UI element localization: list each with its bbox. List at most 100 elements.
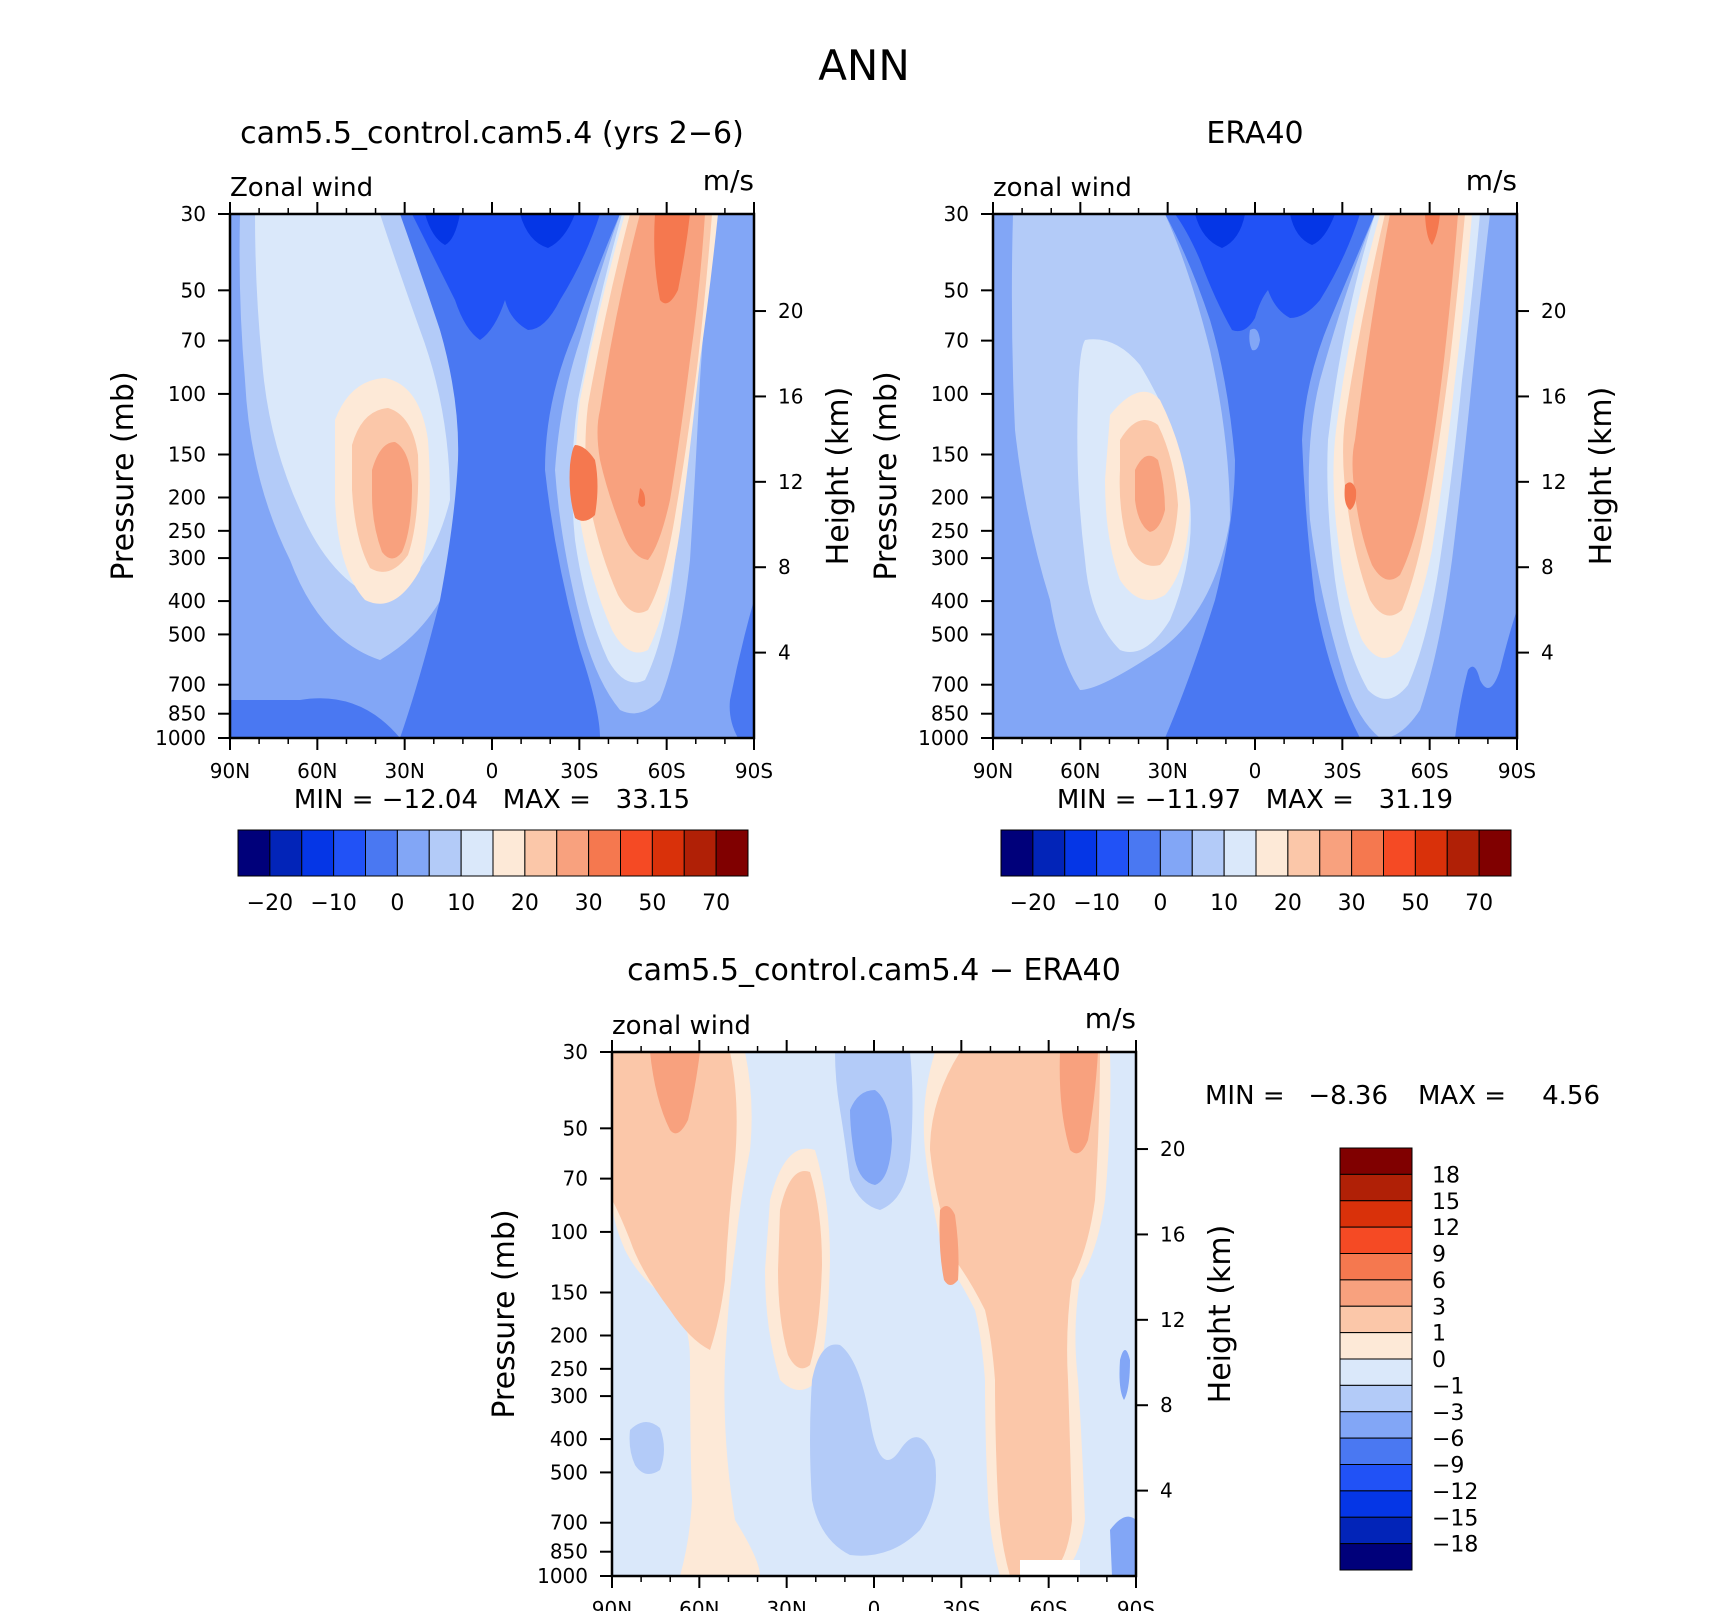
fill-model-polar-sh (729, 600, 754, 738)
y-tick-label: 700 (168, 673, 206, 697)
colorbar-label: 50 (638, 891, 666, 916)
x-tick-label: 90S (735, 759, 773, 783)
y-tick-label: 850 (168, 702, 206, 726)
x-tick-label: 90N (973, 759, 1013, 783)
colorbar-label: 30 (575, 891, 603, 916)
colorbar-swatch (1096, 829, 1129, 877)
y-tick-label: 100 (931, 382, 969, 406)
colorbar-swatch (1339, 1147, 1413, 1175)
y-tick-label: 50 (944, 278, 969, 302)
colorbar-swatch (1339, 1437, 1413, 1465)
y-tick-label: 50 (563, 1116, 588, 1140)
ylabel-right-model: Height (km) (821, 387, 856, 566)
colorbar-swatch (460, 829, 494, 877)
colorbar-label: −1 (1432, 1374, 1464, 1399)
y-right-tick-label: 16 (778, 384, 803, 408)
colorbar-model: −20 −10 0 10 20 30 50 70 (237, 829, 749, 916)
colorbar-label: 6 (1432, 1269, 1446, 1294)
colorbar-swatch (301, 829, 335, 877)
panel-diff: cam5.5_control.cam5.4 − ERA40 zonal wind… (487, 953, 1600, 1611)
x-tick-label: 30S (942, 1597, 980, 1611)
colorbar-label: −3 (1432, 1401, 1464, 1426)
x-tick-label: 60N (679, 1597, 719, 1611)
axes-ticks-model (218, 202, 766, 750)
max-value-diff: 4.56 (1542, 1081, 1600, 1111)
colorbar-label: 50 (1401, 891, 1429, 916)
colorbar-swatch (588, 829, 621, 877)
y-tick-labels-right-model: 20 16 12 8 4 (778, 299, 803, 665)
y-right-tick-label: 12 (1160, 1308, 1185, 1332)
panel-model-title: cam5.5_control.cam5.4 (yrs 2−6) (240, 116, 744, 151)
colorbar-label: −6 (1432, 1427, 1464, 1452)
x-tick-label: 30S (560, 759, 598, 783)
fill-diff-gap (1020, 1560, 1080, 1576)
y-tick-label: 70 (563, 1167, 588, 1191)
y-tick-labels-right-diff: 20 16 12 8 4 (1160, 1137, 1185, 1503)
minmax-obs: MIN = −11.97 MAX = 31.19 (1057, 785, 1453, 815)
max-label-diff: MAX = (1418, 1081, 1506, 1111)
colorbar-label: 10 (447, 891, 475, 916)
colorbar-swatch (333, 829, 366, 877)
colorbar-label: 20 (511, 891, 539, 916)
y-tick-label: 250 (931, 519, 969, 543)
y-right-tick-label: 20 (778, 299, 803, 323)
colorbar-swatch (620, 829, 653, 877)
colorbar-label: −12 (1432, 1480, 1478, 1505)
panel-obs-left-label: zonal wind (993, 173, 1132, 203)
y-tick-label: 300 (550, 1384, 588, 1408)
colorbar-swatch (683, 829, 717, 877)
fill-obs-easterly (1165, 214, 1375, 738)
y-tick-label: 150 (168, 443, 206, 467)
colorbar-label: 12 (1432, 1216, 1460, 1241)
contour-field-model (230, 214, 754, 738)
colorbar-label: 20 (1274, 891, 1302, 916)
fill-obs-pos3-nh (1135, 455, 1165, 532)
colorbar-swatch (237, 829, 271, 877)
panel-model: cam5.5_control.cam5.4 (yrs 2−6) Zonal wi… (106, 116, 856, 916)
colorbar-label: −20 (1010, 891, 1056, 916)
colorbar-label: 30 (1338, 891, 1366, 916)
colorbar-swatch (1339, 1332, 1413, 1360)
colorbar-label: −10 (1073, 891, 1119, 916)
fill-model-neg-west (230, 698, 400, 738)
y-tick-label: 400 (931, 589, 969, 613)
x-tick-label: 30N (766, 1597, 806, 1611)
colorbar-swatch (715, 829, 749, 877)
y-tick-label: 500 (550, 1460, 588, 1484)
fill-model-sh-pos4 (569, 214, 690, 521)
fill-model-pos3-nh (372, 442, 412, 559)
y-tick-label: 100 (550, 1220, 588, 1244)
colorbar-swatch (1223, 829, 1257, 877)
fill-model-easterly-deep (425, 214, 575, 248)
min-value-diff: −8.36 (1308, 1081, 1388, 1111)
fill-model-easterly (400, 214, 620, 738)
axes-ticks-obs (981, 202, 1529, 750)
figure-title: ANN (818, 41, 910, 90)
axes-ticks-diff (600, 1040, 1148, 1588)
colorbar-swatch (1000, 829, 1034, 877)
colorbar-label: −18 (1432, 1533, 1478, 1558)
y-right-tick-label: 4 (778, 641, 791, 665)
colorbar-swatch (1064, 829, 1098, 877)
y-tick-label: 200 (550, 1323, 588, 1347)
fill-diff-neg-west (629, 1421, 664, 1474)
colorbar-swatch (396, 829, 430, 877)
colorbar-swatch (1339, 1464, 1413, 1492)
ylabel-right-obs: Height (km) (1584, 387, 1619, 566)
fill-model-easterly-core (412, 214, 600, 340)
y-right-tick-label: 8 (1160, 1393, 1173, 1417)
ylabel-model: Pressure (mb) (106, 371, 141, 580)
colorbar-swatch (1339, 1516, 1413, 1545)
panel-model-left-label: Zonal wind (230, 173, 373, 203)
y-tick-label: 850 (550, 1540, 588, 1564)
y-tick-label: 700 (550, 1511, 588, 1535)
colorbar-swatch (1339, 1173, 1413, 1202)
x-tick-label: 60S (1030, 1597, 1068, 1611)
fill-diff-pos3-nh (650, 1052, 700, 1134)
y-right-tick-label: 16 (1541, 384, 1566, 408)
y-tick-label: 30 (563, 1040, 588, 1064)
ylabel-obs: Pressure (mb) (869, 371, 904, 580)
y-tick-label: 400 (168, 589, 206, 613)
